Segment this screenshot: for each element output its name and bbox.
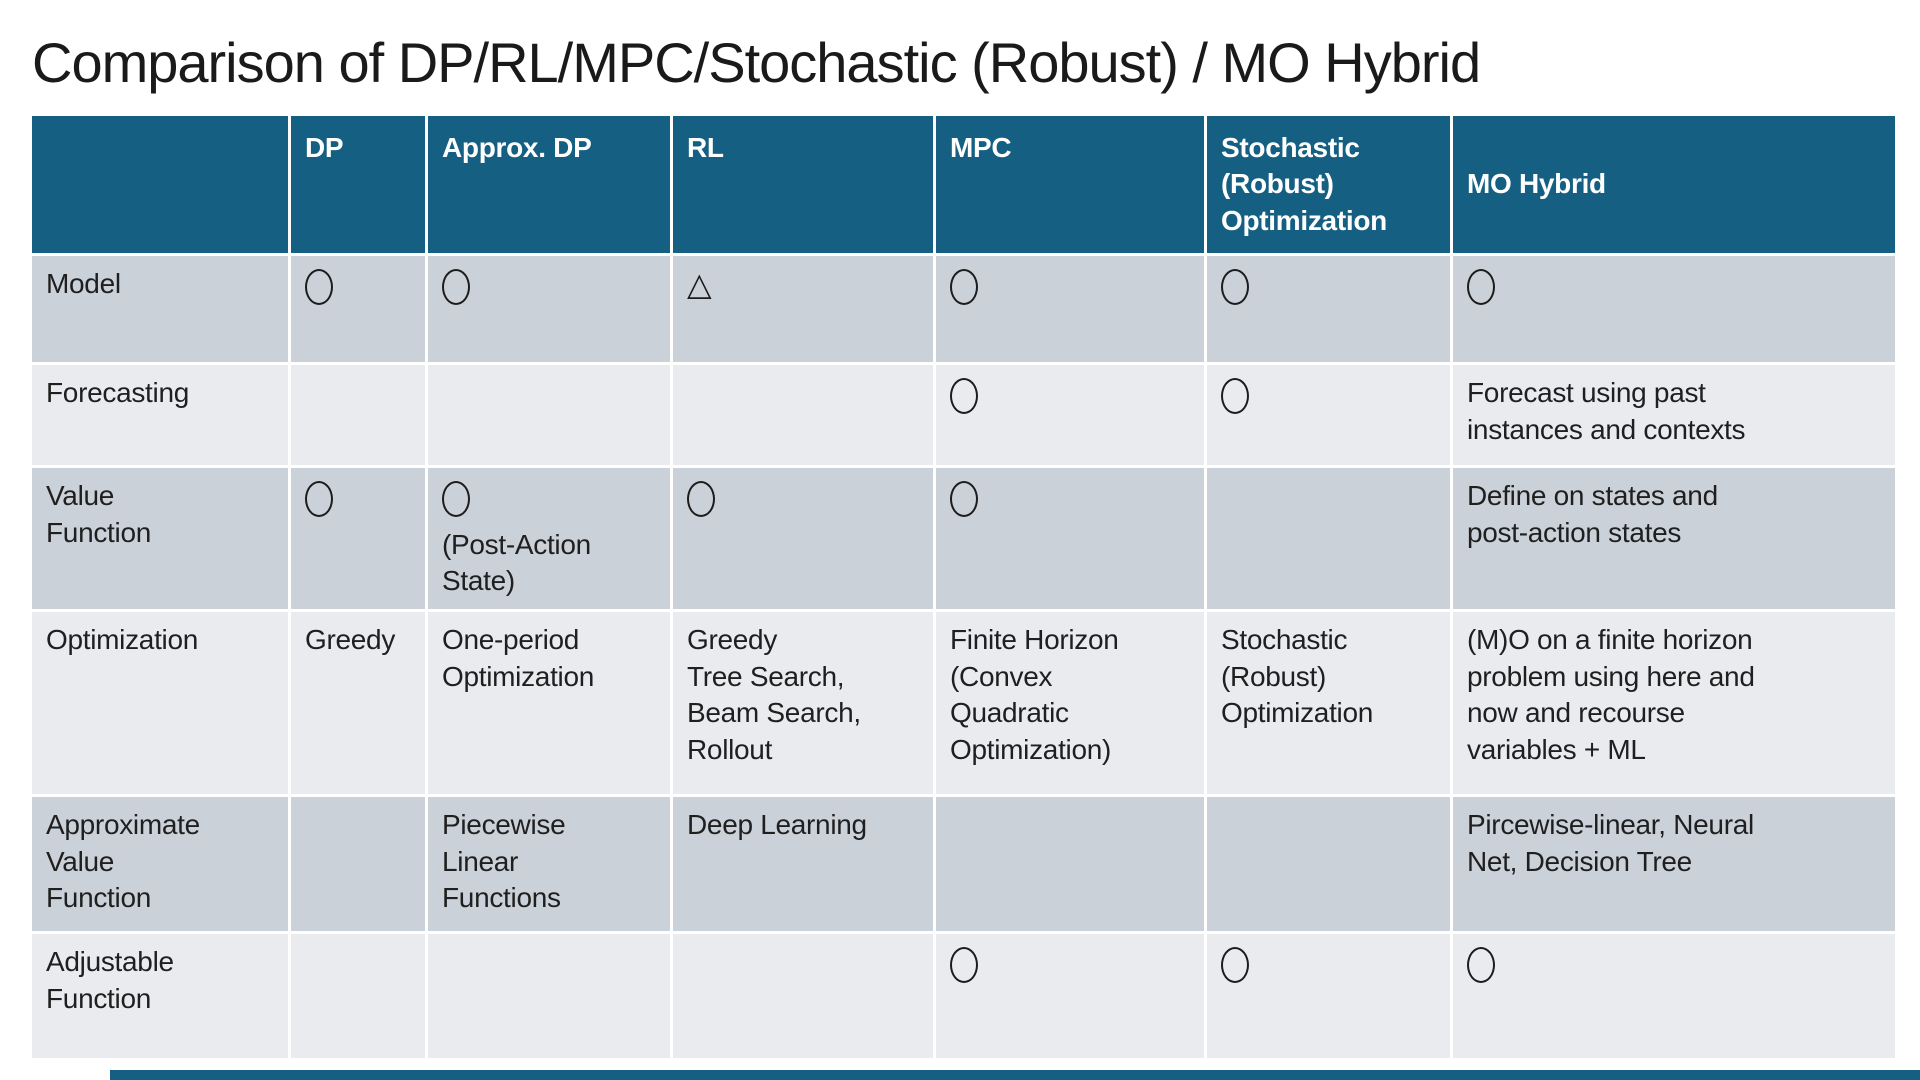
column-header: RL	[673, 116, 933, 254]
table-row: Value Function (Post-Action State) Define …	[32, 468, 1895, 610]
cell-text: Pircewise-linear, Neural Net, Decision T…	[1467, 809, 1754, 877]
table-cell	[428, 934, 670, 1059]
header-row: DP Approx. DP RL MPC Stochastic (Robust) Opt…	[32, 116, 1895, 254]
table-cell: One-period Optimization	[428, 612, 670, 795]
table-cell	[428, 365, 670, 466]
circle-icon	[442, 269, 470, 306]
column-header: Approx. DP	[428, 116, 670, 254]
table-cell	[291, 934, 425, 1059]
table-cell: (Post-Action State)	[428, 468, 670, 610]
table-cell	[428, 256, 670, 363]
cell-text: One-period Optimization	[442, 624, 595, 692]
table-cell: Greedy	[291, 612, 425, 795]
circle-icon	[305, 269, 333, 306]
table-cell: Deep Learning	[673, 797, 933, 932]
circle-icon	[1467, 269, 1495, 306]
row-label: Model	[32, 256, 288, 363]
row-label: Value Function	[32, 468, 288, 610]
table-cell	[936, 365, 1204, 466]
cell-text: (M)O on a finite horizon problem using h…	[1467, 624, 1755, 765]
cell-text: (Post-Action State)	[442, 528, 591, 596]
circle-icon	[950, 947, 978, 984]
table-cell	[936, 468, 1204, 610]
table-cell	[673, 468, 933, 610]
table-cell	[291, 468, 425, 610]
cell-text: Stochastic (Robust) Optimization	[1221, 624, 1374, 729]
circle-icon	[1221, 947, 1249, 984]
table-cell: Forecast using past instances and contex…	[1453, 365, 1895, 466]
table-cell	[1453, 256, 1895, 363]
slide-title: Comparison of DP/RL/MPC/Stochastic (Robu…	[32, 31, 1481, 94]
column-header: MPC	[936, 116, 1204, 254]
circle-icon	[1221, 378, 1249, 415]
cell-text: Finite Horizon (Convex Quadratic Optimiz…	[950, 624, 1119, 765]
table-cell	[1207, 934, 1450, 1059]
circle-icon	[1467, 947, 1495, 984]
column-header: MO Hybrid	[1453, 116, 1895, 254]
table-row: Approximate Value Function Piecewise Line…	[32, 797, 1895, 932]
table-row: Adjustable Function	[32, 934, 1895, 1059]
table-row: Model △	[32, 256, 1895, 363]
cell-text: Forecast using past instances and contex…	[1467, 377, 1746, 445]
accent-bar	[110, 1070, 1920, 1080]
table-cell	[291, 797, 425, 932]
circle-icon	[687, 481, 715, 518]
row-label: Optimization	[32, 612, 288, 795]
cell-text: Deep Learning	[687, 809, 867, 841]
column-header: DP	[291, 116, 425, 254]
cell-text: Piecewise Linear Functions	[442, 809, 566, 914]
table-cell	[673, 365, 933, 466]
table-cell: (M)O on a finite horizon problem using h…	[1453, 612, 1895, 795]
table-cell	[936, 797, 1204, 932]
table-cell: Define on states and post-action states	[1453, 468, 1895, 610]
corner-header	[32, 116, 288, 254]
cell-text: Greedy Tree Search, Beam Search, Rollout	[687, 624, 861, 765]
table-body: Model △ Forecasting Forecast using past ins…	[32, 256, 1895, 1059]
table-cell: △	[673, 256, 933, 363]
row-label: Forecasting	[32, 365, 288, 466]
table-row: Forecasting Forecast using past instances…	[32, 365, 1895, 466]
comparison-table: DP Approx. DP RL MPC Stochastic (Robust) Opt…	[29, 113, 1898, 1062]
circle-icon	[442, 481, 470, 518]
table-cell	[291, 365, 425, 466]
table-cell	[1207, 256, 1450, 363]
circle-icon	[950, 269, 978, 306]
table-cell: Pircewise-linear, Neural Net, Decision T…	[1453, 797, 1895, 932]
cell-text: Define on states and post-action states	[1467, 480, 1718, 548]
table-cell	[1207, 797, 1450, 932]
cell-text: Greedy	[305, 624, 396, 656]
table-cell	[1207, 468, 1450, 610]
table-cell	[291, 256, 425, 363]
column-header: Stochastic (Robust) Optimization	[1207, 116, 1450, 254]
table-cell	[936, 256, 1204, 363]
table-cell	[1207, 365, 1450, 466]
triangle-icon: △	[687, 265, 712, 304]
table-cell: Stochastic (Robust) Optimization	[1207, 612, 1450, 795]
row-label: Approximate Value Function	[32, 797, 288, 932]
circle-icon	[950, 481, 978, 518]
circle-icon	[305, 481, 333, 518]
table-cell	[936, 934, 1204, 1059]
table-cell: Finite Horizon (Convex Quadratic Optimiz…	[936, 612, 1204, 795]
circle-icon	[950, 378, 978, 415]
circle-icon	[1221, 269, 1249, 306]
table-cell: Piecewise Linear Functions	[428, 797, 670, 932]
table-row: Optimization Greedy One-period Optimizatio…	[32, 612, 1895, 795]
table-cell	[1453, 934, 1895, 1059]
row-label: Adjustable Function	[32, 934, 288, 1059]
table-cell: Greedy Tree Search, Beam Search, Rollout	[673, 612, 933, 795]
table-cell	[673, 934, 933, 1059]
